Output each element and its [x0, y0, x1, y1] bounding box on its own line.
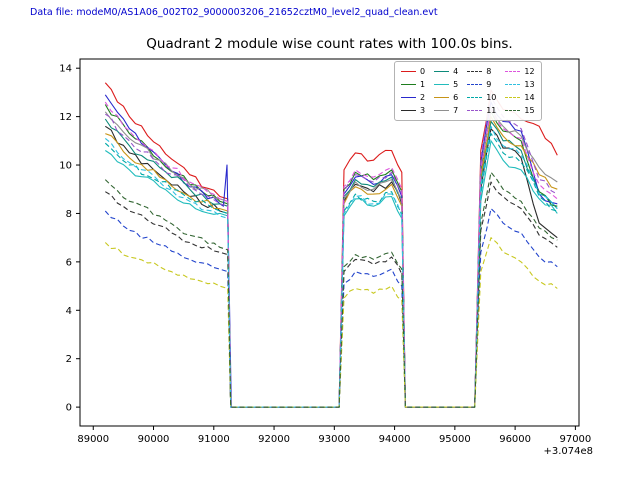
legend-label: 9	[486, 80, 492, 89]
legend-entry-10: 10	[467, 91, 496, 104]
y-tick-label: 2	[66, 354, 72, 365]
legend-line-sample	[434, 71, 450, 72]
legend-entry-7: 7	[434, 104, 458, 117]
legend-line-sample	[505, 97, 521, 98]
legend-entry-0: 0	[401, 65, 425, 78]
series-line-13	[104, 125, 558, 408]
legend-label: 0	[420, 67, 426, 76]
legend-line-sample	[467, 71, 483, 72]
y-tick-label: 6	[66, 257, 72, 268]
x-tick-label: 95000	[439, 434, 471, 445]
y-tick-label: 10	[59, 161, 72, 172]
legend-entry-2: 2	[401, 91, 425, 104]
x-axis-offset-label: +3.074e8	[543, 446, 593, 457]
legend-line-sample	[505, 110, 521, 111]
legend-line-sample	[505, 84, 521, 85]
legend-line-sample	[434, 97, 450, 98]
legend-line-sample	[401, 97, 416, 98]
data-file-label: Data file: modeM0/AS1A06_002T02_90000032…	[30, 7, 438, 18]
legend-label: 14	[524, 93, 535, 102]
legend-label: 12	[524, 67, 535, 76]
y-tick-label: 8	[66, 209, 72, 220]
legend-line-sample	[467, 97, 483, 98]
legend-label: 4	[453, 67, 459, 76]
series-line-4	[104, 118, 558, 408]
x-tick-label: 97000	[559, 434, 591, 445]
legend-line-sample	[434, 110, 450, 111]
series-line-8	[105, 181, 558, 408]
chart-title: Quadrant 2 module wise count rates with …	[146, 36, 513, 52]
legend-label: 5	[453, 80, 459, 89]
legend-label: 6	[453, 93, 459, 102]
legend-label: 2	[420, 93, 426, 102]
legend-entry-8: 8	[467, 65, 496, 78]
legend-entry-12: 12	[505, 65, 535, 78]
legend-entry-1: 1	[401, 78, 425, 91]
x-tick-label: 90000	[138, 434, 170, 445]
legend-line-sample	[505, 71, 521, 72]
legend: 0 1 2 3 4 5 6 7 8 9 10 11 12 13 14 15	[394, 61, 542, 121]
legend-line-sample	[467, 110, 483, 111]
legend-entry-5: 5	[434, 78, 458, 91]
legend-line-sample	[401, 84, 416, 85]
legend-line-sample	[401, 110, 416, 111]
axes-frame	[79, 58, 580, 427]
legend-entry-15: 15	[505, 104, 535, 117]
legend-entry-14: 14	[505, 91, 535, 104]
legend-entry-13: 13	[505, 78, 535, 91]
legend-label: 10	[486, 93, 497, 102]
x-tick-label: 96000	[499, 434, 531, 445]
x-tick-label: 93000	[318, 434, 350, 445]
legend-entry-3: 3	[401, 104, 425, 117]
y-tick-label: 0	[66, 403, 72, 414]
legend-label: 13	[524, 80, 535, 89]
legend-entry-9: 9	[467, 78, 496, 91]
x-tick-label: 91000	[198, 434, 230, 445]
x-tick-label: 89000	[77, 434, 109, 445]
series-line-14	[104, 237, 558, 408]
legend-label: 3	[420, 106, 426, 115]
legend-line-sample	[434, 84, 450, 85]
series-line-12	[104, 101, 558, 408]
series-line-10	[104, 133, 558, 408]
legend-entry-4: 4	[434, 65, 458, 78]
legend-entry-11: 11	[467, 104, 496, 117]
series-line-5	[104, 140, 558, 408]
series-line-9	[104, 208, 558, 408]
legend-line-sample	[467, 84, 483, 85]
legend-line-sample	[401, 71, 416, 72]
x-tick-label: 92000	[258, 434, 290, 445]
y-tick-label: 4	[66, 306, 72, 317]
series-line-7	[104, 106, 558, 408]
legend-entry-6: 6	[434, 91, 458, 104]
legend-label: 7	[453, 106, 459, 115]
legend-label: 1	[420, 80, 426, 89]
series-line-6	[105, 116, 558, 408]
y-tick-label: 14	[59, 64, 72, 75]
series-line-15	[104, 171, 558, 408]
legend-label: 15	[524, 106, 535, 115]
y-tick-label: 12	[59, 112, 72, 123]
legend-label: 8	[486, 67, 492, 76]
legend-label: 11	[486, 106, 497, 115]
x-tick-label: 94000	[379, 434, 411, 445]
series-line-2	[104, 94, 558, 408]
